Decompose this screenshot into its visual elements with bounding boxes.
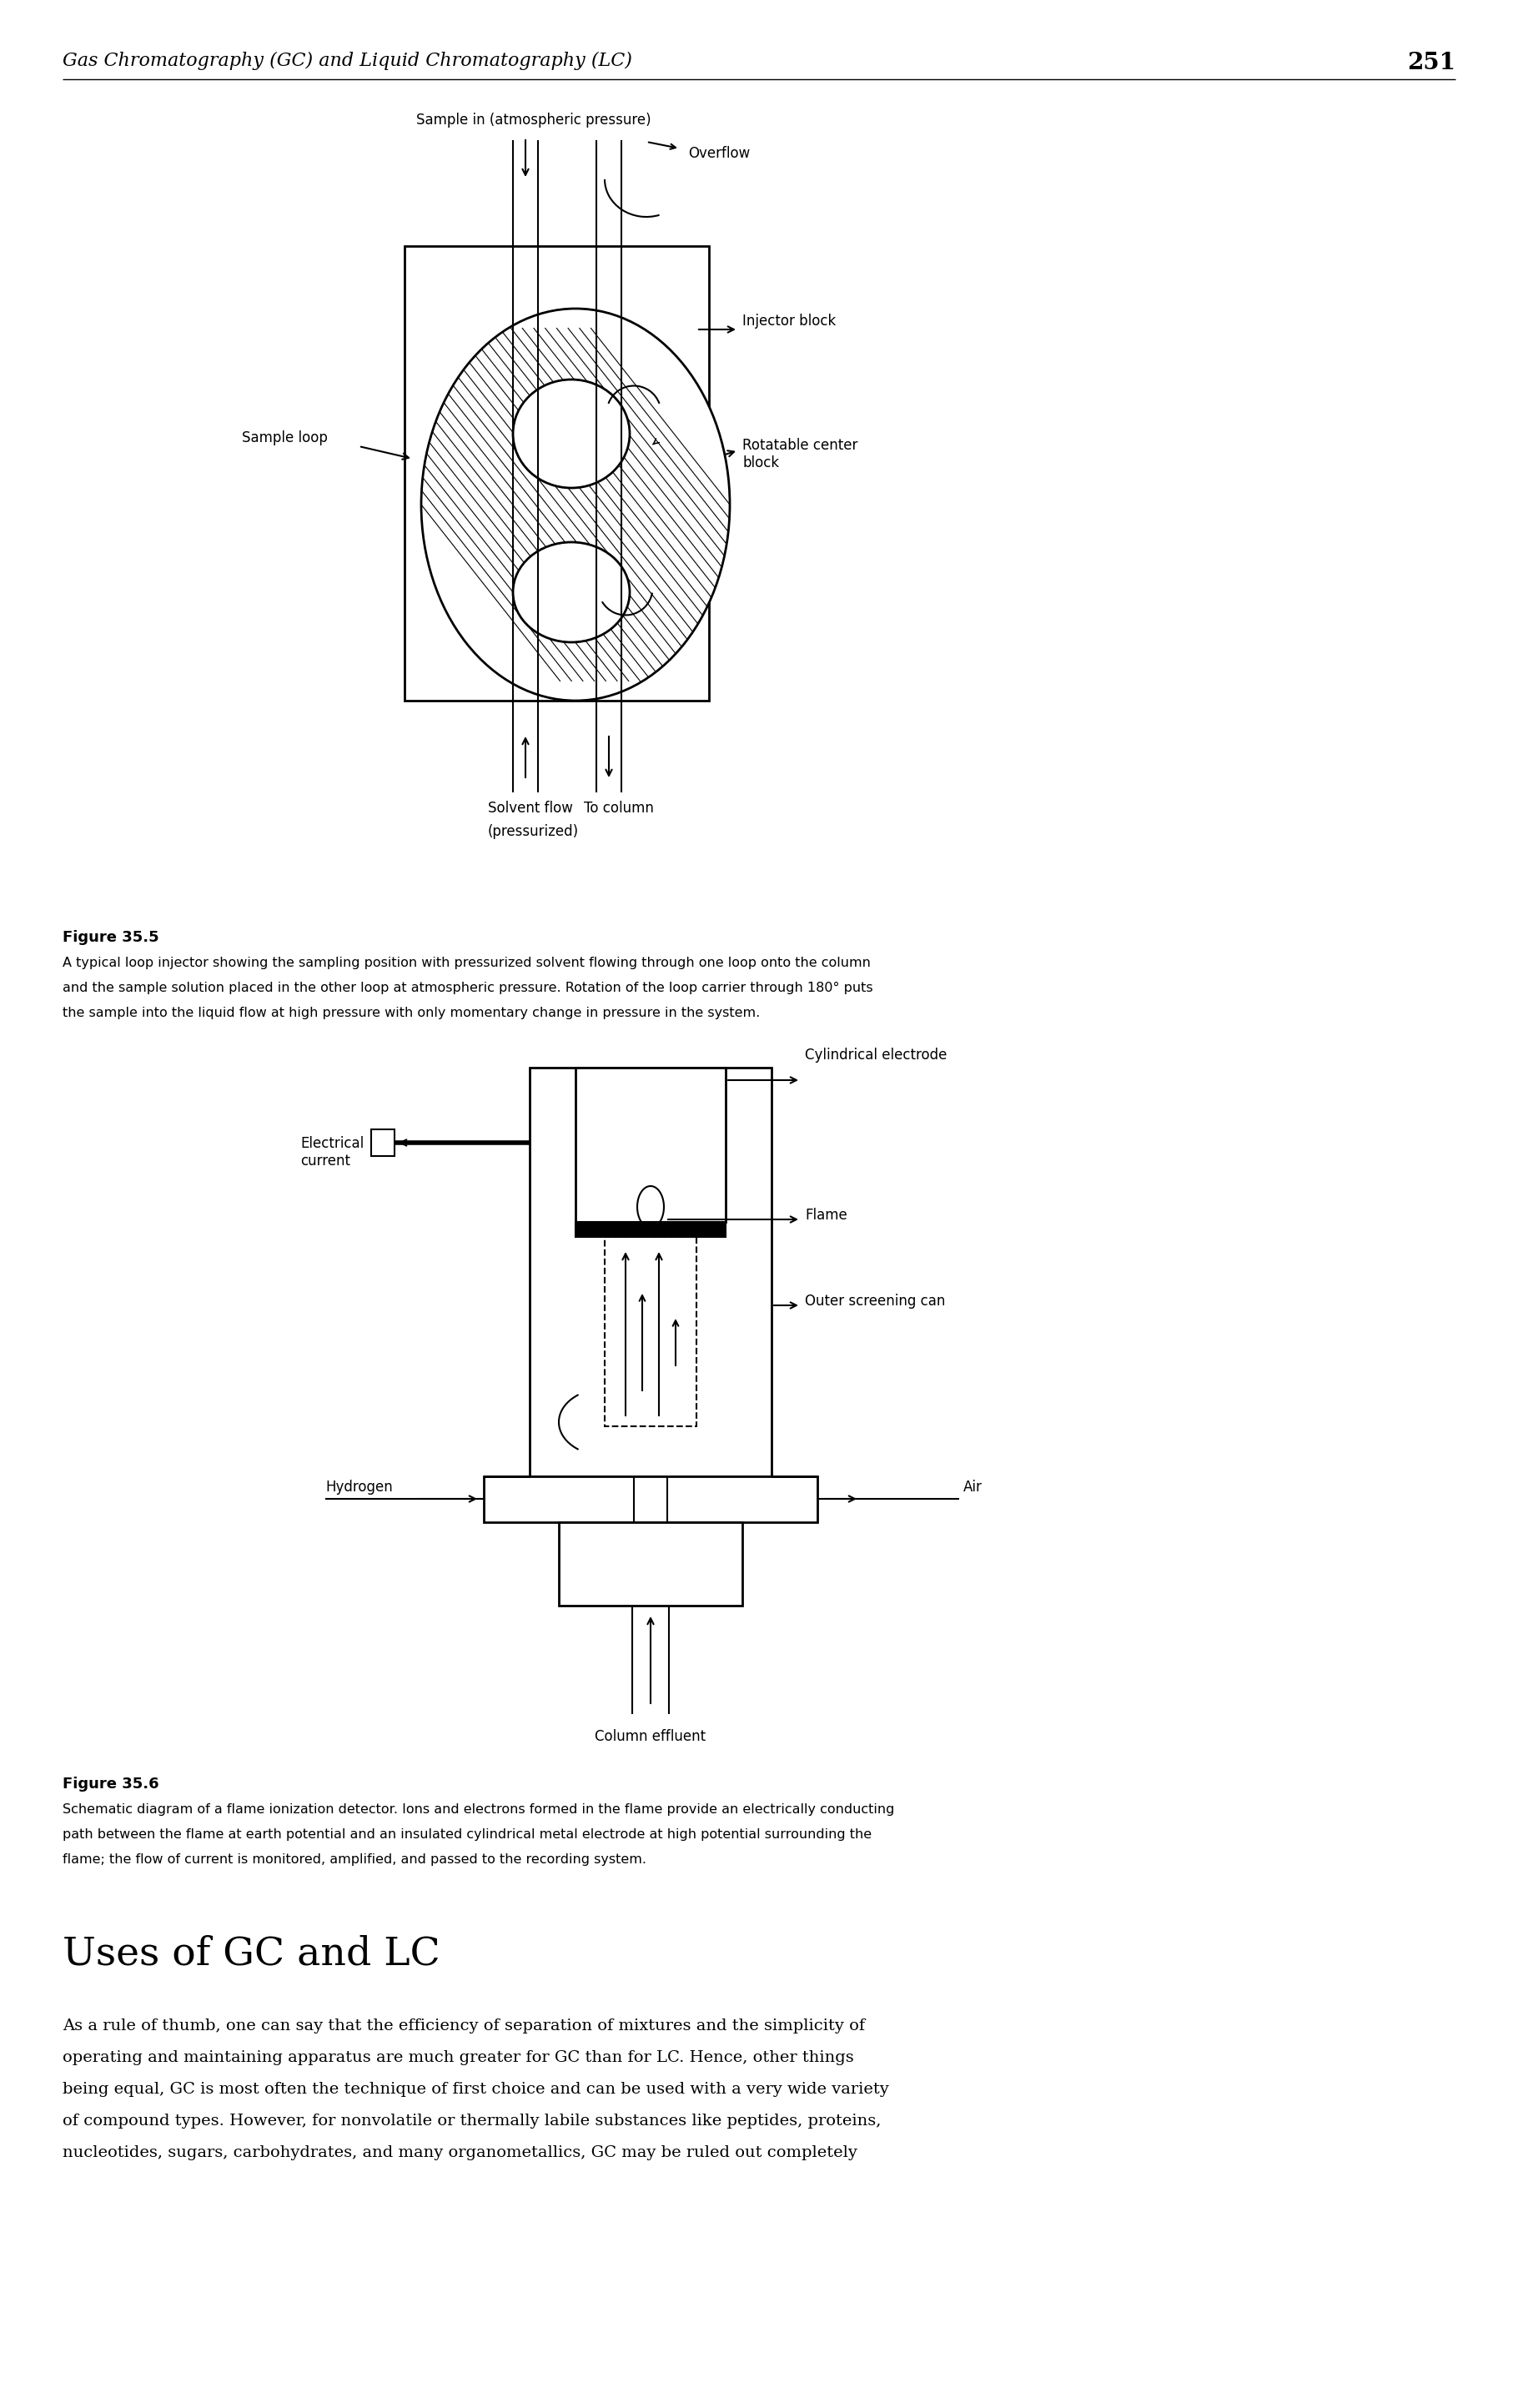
Text: To column: To column [584, 802, 654, 816]
Bar [404, 246, 709, 701]
Text: Schematic diagram of a flame ionization detector. Ions and electrons formed in t: Schematic diagram of a flame ionization … [62, 1804, 894, 1816]
Text: Sample in (atmospheric pressure): Sample in (atmospheric pressure) [416, 113, 651, 128]
Text: the sample into the liquid flow at high pressure with only momentary change in p: the sample into the liquid flow at high … [62, 1007, 761, 1019]
Text: being equal, GC is most often the technique of first choice and can be used with: being equal, GC is most often the techni… [62, 2083, 890, 2097]
Bar [530, 1067, 771, 1476]
Text: Gas Chromatography (GC) and Liquid Chromatography (LC): Gas Chromatography (GC) and Liquid Chrom… [62, 51, 631, 70]
Bar [575, 1221, 726, 1238]
Text: Figure 35.6: Figure 35.6 [62, 1777, 159, 1792]
Text: Uses of GC and LC: Uses of GC and LC [62, 1936, 440, 1972]
Bar [484, 1476, 817, 1522]
Text: As a rule of thumb, one can say that the efficiency of separation of mixtures an: As a rule of thumb, one can say that the… [62, 2018, 865, 2032]
Text: path between the flame at earth potential and an insulated cylindrical metal ele: path between the flame at earth potentia… [62, 1828, 871, 1840]
Text: of compound types. However, for nonvolatile or thermally labile substances like : of compound types. However, for nonvolat… [62, 2114, 880, 2129]
Text: operating and maintaining apparatus are much greater for GC than for LC. Hence, : operating and maintaining apparatus are … [62, 2049, 853, 2066]
Text: Column effluent: Column effluent [595, 1729, 706, 1743]
Text: Solvent flow: Solvent flow [487, 802, 572, 816]
Bar [559, 1522, 742, 1606]
Bar [372, 1129, 395, 1156]
Text: Air: Air [964, 1479, 982, 1495]
Ellipse shape [420, 308, 730, 701]
Text: Figure 35.5: Figure 35.5 [62, 929, 159, 944]
Text: Cylindrical electrode: Cylindrical electrode [805, 1047, 947, 1062]
Text: Sample loop: Sample loop [241, 431, 328, 445]
Text: Outer screening can: Outer screening can [805, 1293, 946, 1308]
Text: A typical loop injector showing the sampling position with pressurized solvent f: A typical loop injector showing the samp… [62, 956, 871, 968]
Text: Electrical
current: Electrical current [301, 1137, 364, 1168]
Ellipse shape [513, 380, 630, 489]
Text: and the sample solution placed in the other loop at atmospheric pressure. Rotati: and the sample solution placed in the ot… [62, 982, 873, 995]
Ellipse shape [513, 542, 630, 643]
Text: (pressurized): (pressurized) [487, 824, 578, 838]
Text: Flame: Flame [805, 1209, 847, 1223]
Text: nucleotides, sugars, carbohydrates, and many organometallics, GC may be ruled ou: nucleotides, sugars, carbohydrates, and … [62, 2146, 858, 2160]
Text: 251: 251 [1407, 51, 1456, 75]
Text: flame; the flow of current is monitored, amplified, and passed to the recording : flame; the flow of current is monitored,… [62, 1854, 647, 1866]
Text: Hydrogen: Hydrogen [325, 1479, 393, 1495]
Text: Overflow: Overflow [688, 147, 750, 161]
Text: Rotatable center
block: Rotatable center block [742, 438, 858, 470]
Bar [575, 1067, 726, 1221]
Text: Injector block: Injector block [742, 313, 836, 327]
